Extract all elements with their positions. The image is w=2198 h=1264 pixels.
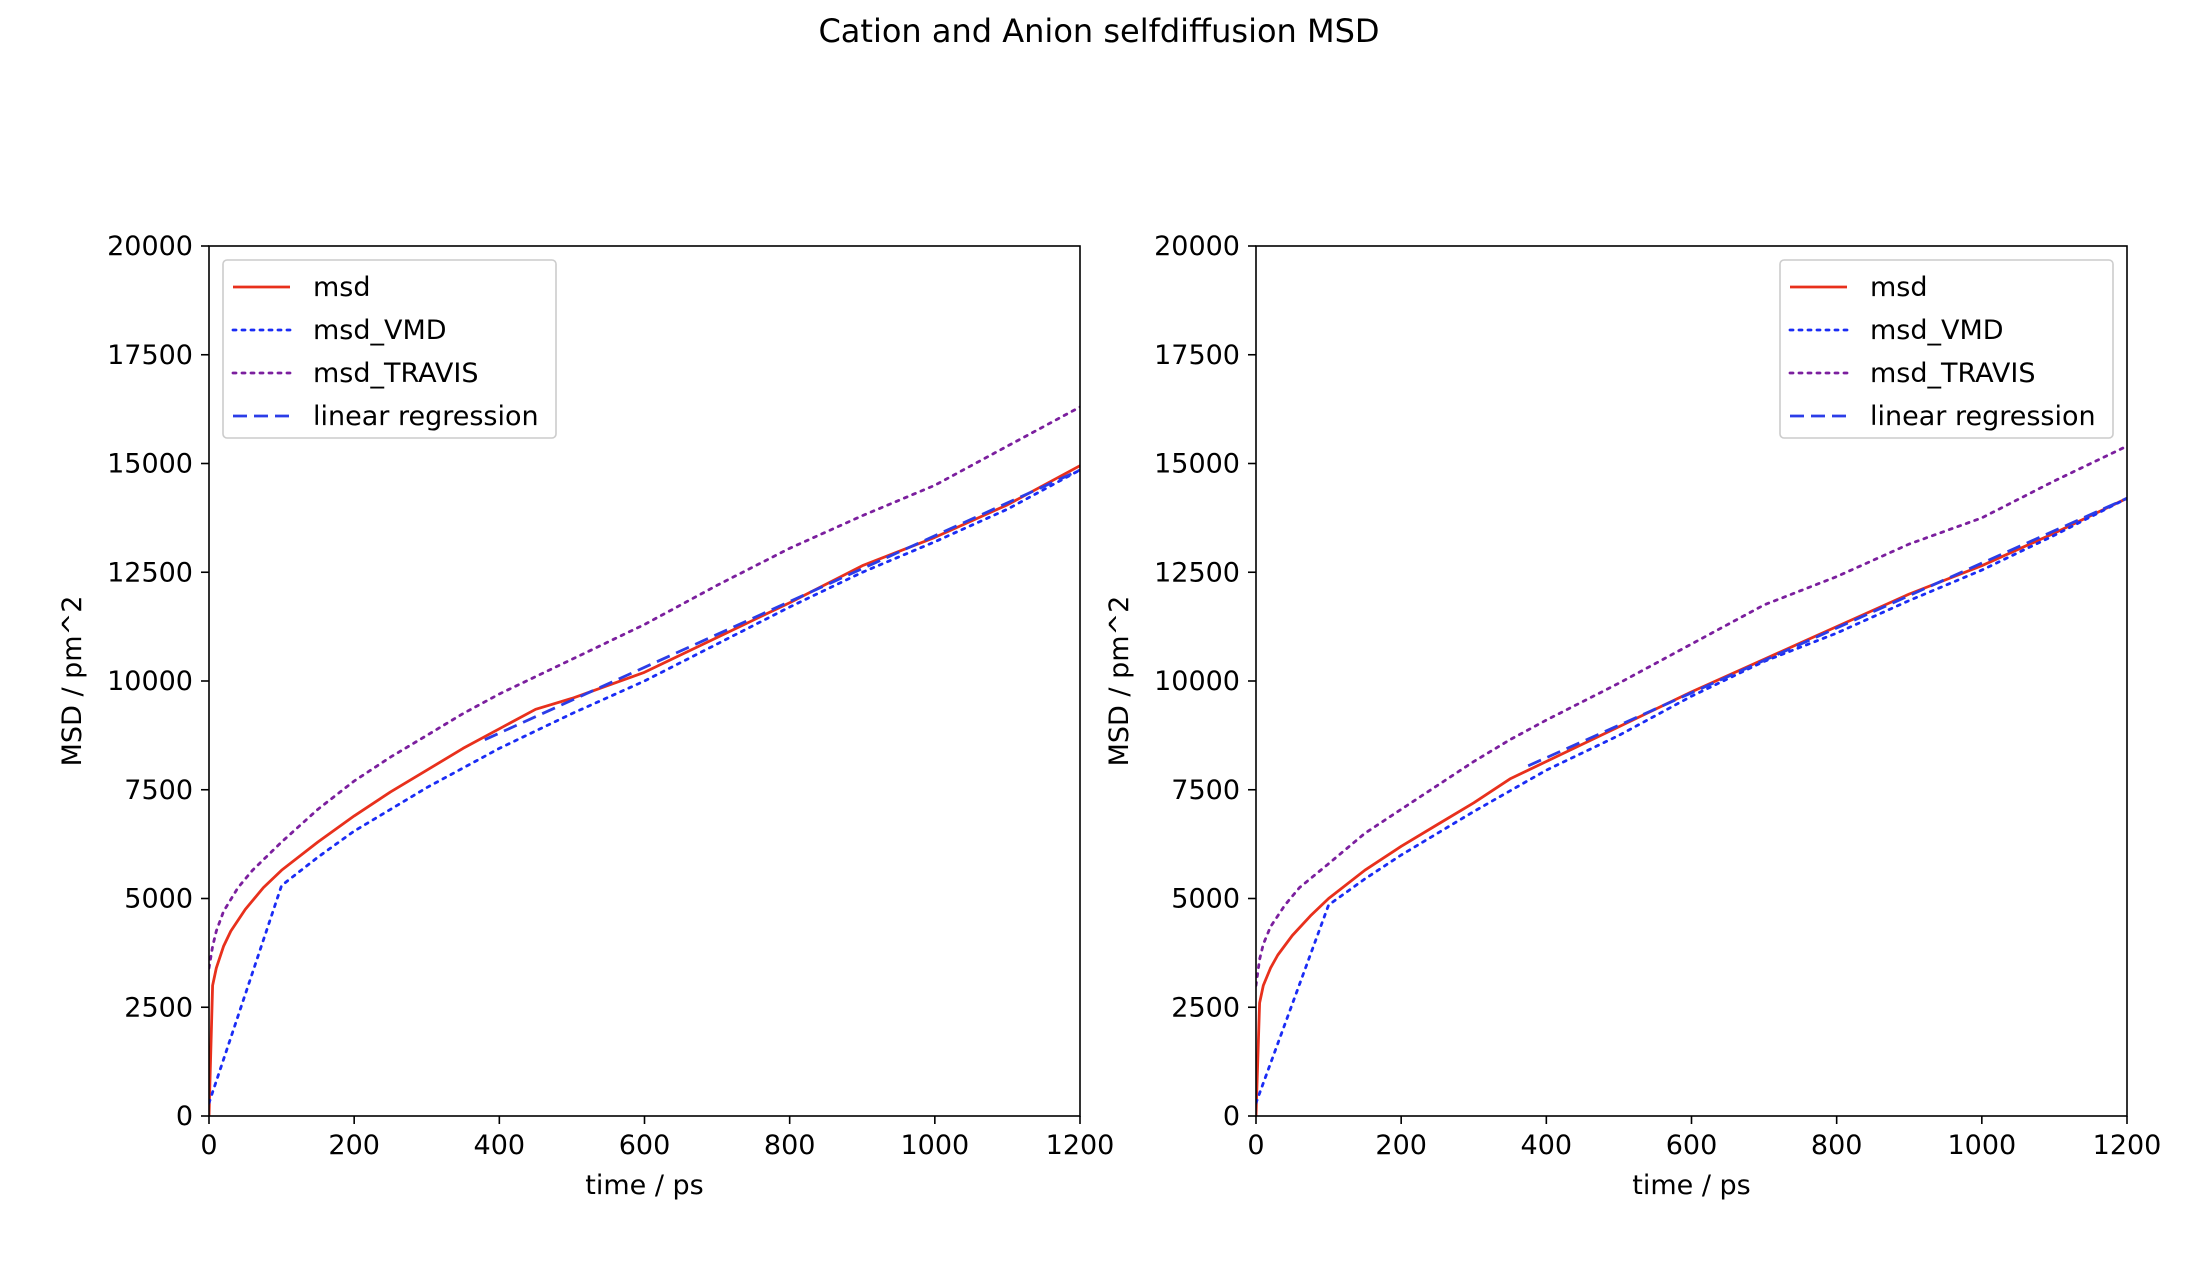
right-y-tick-label: 0: [1223, 1101, 1240, 1132]
right-legend-label: msd_VMD: [1870, 315, 2004, 346]
right-y-tick-label: 5000: [1171, 884, 1240, 915]
left-x-tick-label: 600: [619, 1130, 671, 1161]
figure-title: Cation and Anion selfdiffusion MSD: [818, 12, 1379, 50]
left-y-axis-label: MSD / pm^2: [57, 596, 88, 767]
right-legend-label: msd_TRAVIS: [1870, 358, 2035, 389]
right-series-msd-travis: [1256, 444, 2127, 987]
right-legend-label: msd: [1870, 272, 1928, 303]
right-x-axis-label: time / ps: [1632, 1170, 1750, 1201]
left-x-tick-label: 200: [328, 1130, 380, 1161]
left-legend-label: linear regression: [313, 401, 539, 432]
right-series-linear-regression: [1527, 497, 2127, 768]
right-x-tick-label: 400: [1521, 1130, 1573, 1161]
left-y-tick-label: 5000: [124, 884, 193, 915]
left-legend-label: msd_VMD: [313, 315, 447, 346]
left-x-tick-label: 800: [764, 1130, 816, 1161]
left-series-group: [209, 405, 1080, 1116]
left-y-tick-label: 10000: [107, 666, 193, 697]
left-y-tick-label: 0: [176, 1101, 193, 1132]
right-x-tick-label: 200: [1375, 1130, 1427, 1161]
right-x-tick-label: 600: [1666, 1130, 1718, 1161]
right-series-msd-vmd: [1256, 496, 2127, 1105]
left-chart-panel: 0 200 400 600 800 1000 1200 0 2500 5000 7500 10000 1…: [57, 231, 1114, 1201]
right-y-tick-label: 15000: [1154, 449, 1240, 480]
left-series-linear-regression: [484, 468, 1080, 741]
right-x-tick-label: 800: [1811, 1130, 1863, 1161]
left-y-tick-label: 7500: [124, 775, 193, 806]
right-legend-label: linear regression: [1870, 401, 2096, 432]
left-x-axis-label: time / ps: [585, 1170, 703, 1201]
right-series-group: [1256, 444, 2127, 1116]
right-chart-panel: 0 200 400 600 800 1000 1200 0 2500 5000 7500 10000 1…: [1104, 231, 2161, 1201]
left-y-tick-label: 17500: [107, 340, 193, 371]
right-x-tick-label: 0: [1247, 1130, 1264, 1161]
right-y-axis-label: MSD / pm^2: [1104, 596, 1135, 767]
left-y-tick-label: 12500: [107, 557, 193, 588]
left-legend-box: [222, 259, 557, 439]
left-series-msd-vmd: [209, 468, 1080, 1105]
right-y-tick-label: 7500: [1171, 775, 1240, 806]
left-series-msd-travis: [209, 405, 1080, 970]
left-y-tick-label: 15000: [107, 449, 193, 480]
left-x-tick-label: 0: [200, 1130, 217, 1161]
left-y-tick-label: 2500: [124, 992, 193, 1023]
right-y-tick-label: 10000: [1154, 666, 1240, 697]
right-y-tick-label: 17500: [1154, 340, 1240, 371]
left-x-tick-label: 1200: [1046, 1130, 1115, 1161]
left-x-tick-label: 1000: [900, 1130, 969, 1161]
right-legend-box: [1779, 259, 2114, 439]
left-x-tick-label: 400: [474, 1130, 526, 1161]
right-y-tick-label: 12500: [1154, 557, 1240, 588]
left-y-tick-label: 20000: [107, 231, 193, 262]
right-x-tick-label: 1000: [1947, 1130, 2016, 1161]
right-y-tick-label: 20000: [1154, 231, 1240, 262]
left-legend-label: msd: [313, 272, 371, 303]
left-legend-label: msd_TRAVIS: [313, 358, 478, 389]
right-y-tick-label: 2500: [1171, 992, 1240, 1023]
right-x-tick-label: 1200: [2093, 1130, 2162, 1161]
